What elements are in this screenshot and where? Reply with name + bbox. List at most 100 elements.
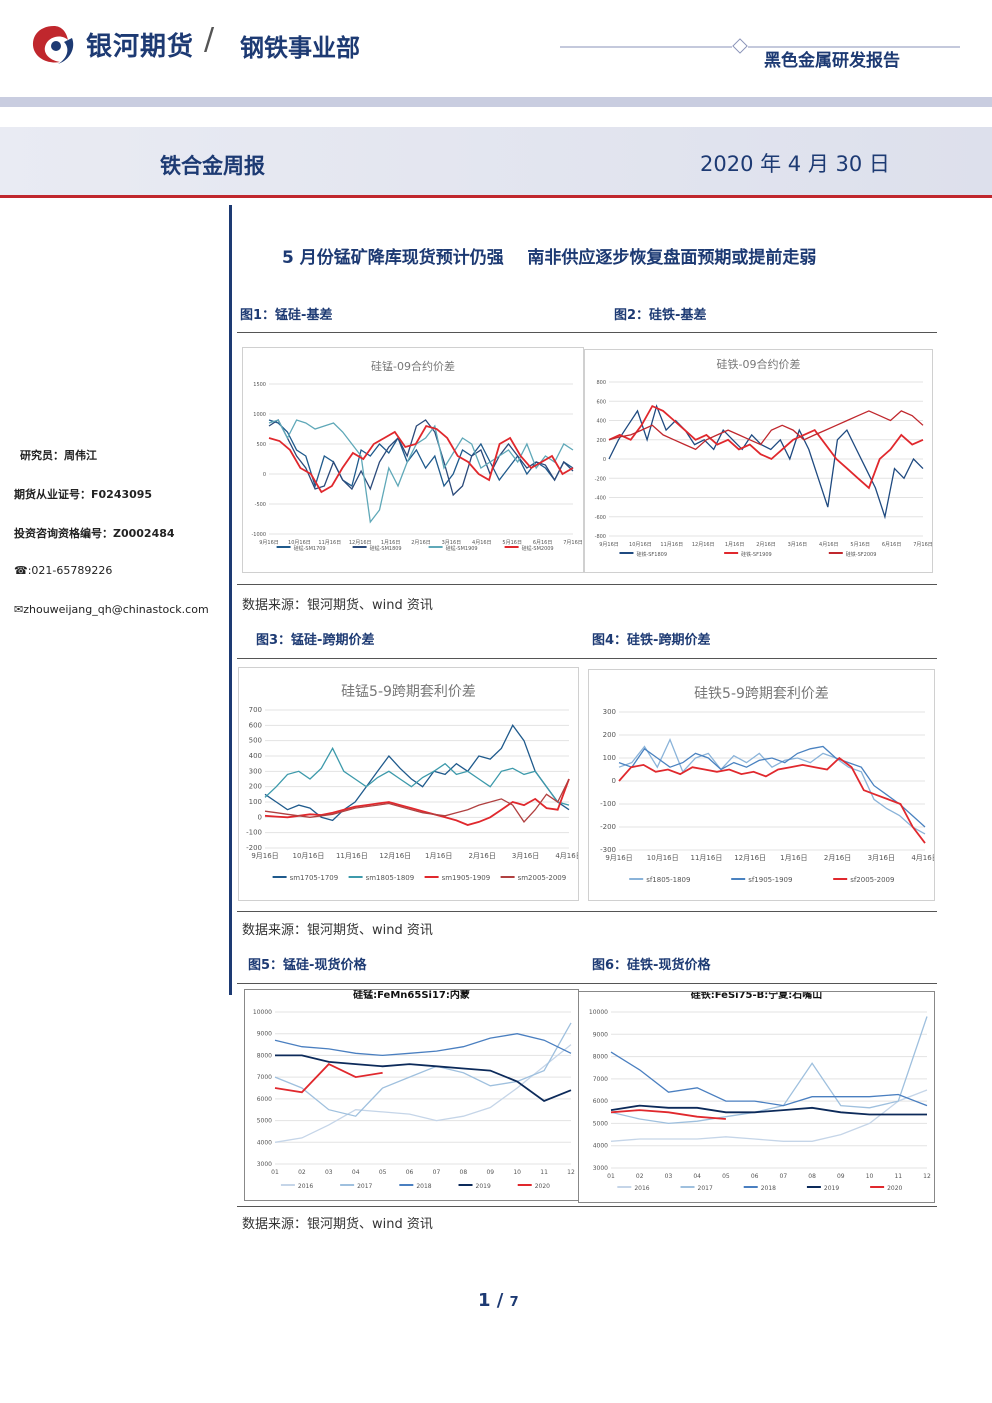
legend-label: sm1905-1909: [442, 874, 491, 882]
y-tick-label: 8000: [593, 1054, 608, 1061]
chart-6-frame: 硅铁:FeSi75-B:宁夏:石嘴山 10000 9000 8000 7000 6000 5…: [578, 988, 935, 1203]
x-tick-label: 08: [808, 1173, 816, 1180]
legend-label: 硅锰-SM1709: [294, 545, 326, 552]
y-tick-label: -500: [255, 502, 266, 508]
x-tick-label: 10: [866, 1173, 874, 1180]
x-tick-label: 2月16日: [824, 854, 851, 862]
data-source: 数据来源：银河期货、wind 资讯: [242, 923, 433, 938]
chart-4-frame: 硅铁5-9跨期套利价差 300 200 100 0 -100 -200 -300 9月16日 10…: [588, 669, 939, 901]
figure-4-label: 图4：硅铁-跨期价差: [592, 633, 711, 648]
x-tick-label: 12月16日: [692, 542, 715, 548]
y-tick-label: 9000: [257, 1031, 272, 1038]
y-tick-label: 1000: [253, 412, 266, 418]
x-tick-label: 03: [325, 1169, 333, 1176]
x-tick-label: 11: [894, 1173, 902, 1180]
x-tick-label: 02: [298, 1169, 306, 1176]
chart-1-frame: 硅锰-09合约价差 1500 1000 500 0 -500 -1000 9月16日 10月16…: [242, 347, 584, 573]
x-tick-label: 10月16日: [647, 854, 679, 862]
y-tick-label: 700: [249, 706, 262, 714]
email-link[interactable]: ✉zhouweijang_qh@chinastock.com: [14, 603, 209, 616]
header-slash: /: [204, 22, 215, 57]
series-line-sf1905-1909: [618, 745, 926, 828]
y-tick-label: 200: [596, 438, 606, 444]
x-tick-label: 3月16日: [512, 852, 539, 860]
x-tick-label: 10月16日: [629, 542, 652, 548]
y-tick-label: -100: [246, 829, 262, 837]
legend-label: 硅铁-SF2009: [846, 551, 877, 558]
figure-2-label: 图2：硅铁-基差: [614, 308, 707, 323]
futures-license: 期货从业证号：F0243095: [14, 488, 153, 501]
chart-title: 硅铁:FeSi75-B:宁夏:石嘴山: [691, 992, 823, 1001]
x-tick-label: 09: [486, 1169, 494, 1176]
series-line-2018: [274, 1033, 572, 1057]
series-line-sm2005-2009: [264, 778, 570, 823]
y-tick-label: 3000: [257, 1161, 272, 1168]
y-tick-label: -200: [595, 476, 606, 482]
y-tick-label: 5000: [593, 1120, 608, 1127]
y-tick-label: 7000: [257, 1074, 272, 1081]
figure-rule: [237, 332, 937, 333]
y-tick-label: 300: [249, 767, 262, 775]
y-tick-label: -300: [600, 846, 616, 854]
x-tick-label: 07: [433, 1169, 441, 1176]
y-tick-label: 0: [603, 457, 606, 463]
x-tick-label: 2月16日: [411, 540, 431, 546]
logo-icon: [32, 26, 74, 64]
series-line-2019: [610, 1104, 927, 1116]
legend-label: 硅锰-SM1909: [446, 545, 478, 552]
phone-number: ☎:021-65789226: [14, 564, 113, 577]
figure-rule: [237, 658, 937, 659]
legend-label: 硅铁-SF1809: [636, 551, 667, 558]
x-tick-label: 4月16日: [819, 542, 839, 548]
y-tick-label: 600: [596, 399, 606, 405]
y-tick-label: -600: [595, 515, 606, 521]
x-tick-label: 11月16日: [318, 540, 341, 546]
y-tick-label: 500: [249, 737, 262, 745]
x-tick-label: 7月16日: [913, 542, 932, 548]
x-tick-label: 6月16日: [533, 540, 553, 546]
chart-title: 硅锰:FeMn65Si17:内蒙: [353, 990, 470, 1001]
legend-label: 硅锰-SM2009: [522, 545, 554, 552]
legend-label: sm1805-1809: [366, 874, 415, 882]
figure-rule: [237, 1206, 937, 1207]
series-line-sm1705-1709: [264, 724, 570, 822]
chart-title: 硅锰-09合约价差: [371, 359, 455, 373]
headline: 5 月份锰矿降库现货预计仍强 南非供应逐步恢复盘面预期或提前走弱: [282, 248, 817, 268]
y-tick-label: 8000: [257, 1052, 272, 1059]
figure-5-label: 图5：锰硅-现货价格: [248, 958, 367, 973]
x-tick-label: 1月16日: [425, 852, 452, 860]
y-tick-label: 5000: [257, 1118, 272, 1125]
figure-3-label: 图3：锰硅-跨期价差: [256, 633, 375, 648]
data-source: 数据来源：银河期货、wind 资讯: [242, 598, 433, 613]
x-tick-label: 11月16日: [691, 854, 723, 862]
legend-label: 2018: [416, 1183, 431, 1190]
page-total: 7: [509, 1295, 519, 1310]
y-tick-label: 500: [256, 442, 266, 448]
x-tick-label: 12月16日: [734, 854, 766, 862]
x-tick-label: 02: [636, 1173, 644, 1180]
series-line-2017: [274, 1022, 572, 1117]
legend-label: 2016: [298, 1183, 313, 1190]
series-line-硅铁-SF1809: [608, 404, 924, 520]
y-tick-label: -200: [600, 823, 616, 831]
x-tick-label: 04: [693, 1173, 701, 1180]
x-tick-label: 2月16日: [468, 852, 495, 860]
page-number: 1 / 7: [478, 1290, 519, 1311]
x-tick-label: 1月16日: [780, 854, 807, 862]
x-tick-label: 2月16日: [756, 542, 776, 548]
legend-label: 2016: [634, 1185, 649, 1192]
legend-label: 2018: [761, 1185, 776, 1192]
y-tick-label: 200: [603, 731, 616, 739]
y-tick-label: 200: [249, 783, 262, 791]
series-line-硅锰-SM1709: [268, 419, 574, 489]
series-line-2020: [274, 1063, 383, 1094]
y-tick-label: -400: [595, 496, 606, 502]
x-tick-label: 4月16日: [472, 540, 492, 546]
legend-label: 硅铁-SF1909: [741, 551, 772, 558]
figure-1-label: 图1：锰硅-基差: [240, 308, 333, 323]
y-tick-label: 6000: [257, 1096, 272, 1103]
series-line-硅锰-SM2009: [268, 424, 574, 494]
legend-label: 2017: [357, 1183, 372, 1190]
y-tick-label: -100: [600, 800, 616, 808]
researcher-name: 研究员：周伟江: [20, 449, 97, 462]
